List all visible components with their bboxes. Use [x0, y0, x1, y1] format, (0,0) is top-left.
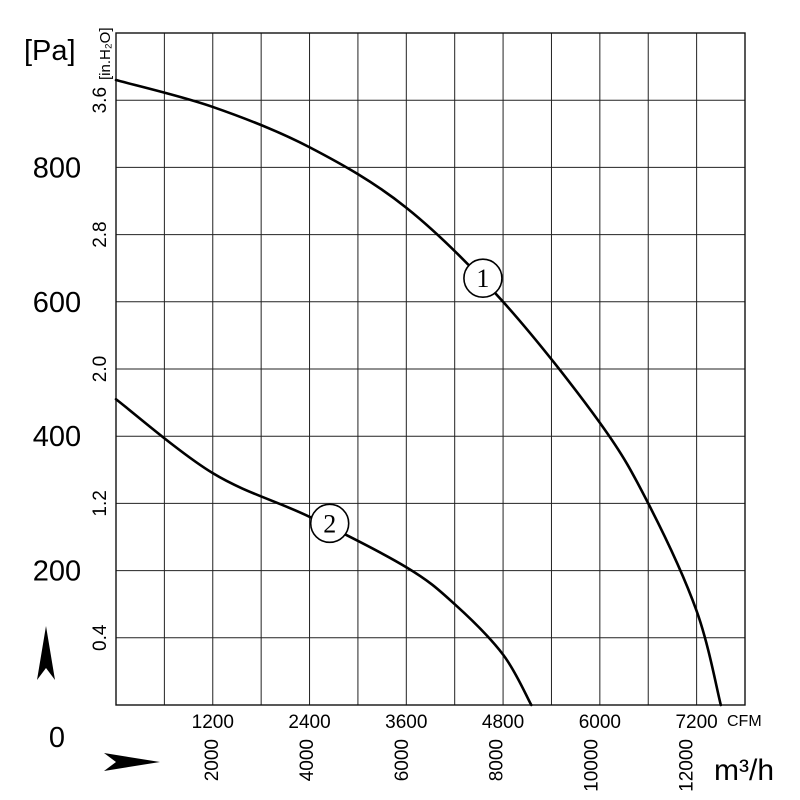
curve-marker-label: 1	[476, 264, 489, 293]
m3h-tick-label: 12000	[677, 739, 698, 792]
y-axis-arrow-icon	[37, 626, 55, 680]
pa-tick-label: 0	[49, 722, 65, 754]
curve-markers: 12	[309, 258, 503, 544]
m3h-axis-ticks: 2000 4000 6000 8000 10000 12000	[202, 739, 698, 792]
cfm-unit-label: CFM	[727, 713, 762, 730]
curve-marker-label: 2	[323, 509, 336, 538]
cfm-tick-label: 1200	[192, 712, 234, 733]
cfm-tick-label: 4800	[482, 712, 524, 733]
curve-marker-circle	[309, 503, 350, 544]
m3h-tick-label: 4000	[297, 739, 318, 781]
cfm-tick-label: 2400	[288, 712, 330, 733]
pa-tick-label: 800	[33, 152, 81, 184]
x-axis-arrow-icon	[104, 753, 160, 771]
plot-grid	[116, 33, 745, 705]
pa-tick-label: 200	[33, 556, 81, 588]
cfm-tick-label: 7200	[675, 712, 717, 733]
cfm-axis-ticks: 1200 2400 3600 4800 6000 7200	[192, 712, 718, 733]
curve-marker-circle	[463, 258, 503, 299]
curves	[114, 78, 723, 707]
m3h-tick-label: 10000	[582, 739, 603, 792]
pa-axis-ticks: 0 200 400 600 800	[33, 152, 81, 754]
pa-tick-label: 600	[33, 287, 81, 319]
curve-2	[114, 397, 533, 707]
pa-unit-label: [Pa]	[24, 35, 76, 67]
inh2o-tick-label: 1.2	[90, 490, 111, 516]
m3h-tick-label: 6000	[392, 739, 413, 781]
cfm-tick-label: 3600	[385, 712, 427, 733]
inh2o-tick-label: 0.4	[90, 624, 111, 651]
inh2o-axis-ticks: 0.4 1.2 2.0 2.8 3.6	[90, 87, 111, 651]
m3h-tick-label: 2000	[202, 739, 223, 781]
plot-frame	[115, 32, 746, 706]
inh2o-tick-label: 2.8	[90, 221, 111, 247]
cfm-tick-label: 6000	[579, 712, 621, 733]
curve-1	[114, 78, 723, 707]
pa-tick-label: 400	[33, 421, 81, 453]
inh2o-unit-label: [in.H₂O]	[97, 28, 114, 81]
inh2o-tick-label: 3.6	[90, 87, 111, 113]
m3h-unit-label: m³/h	[714, 754, 774, 787]
m3h-tick-label: 8000	[487, 739, 508, 781]
inh2o-tick-label: 2.0	[90, 356, 111, 382]
